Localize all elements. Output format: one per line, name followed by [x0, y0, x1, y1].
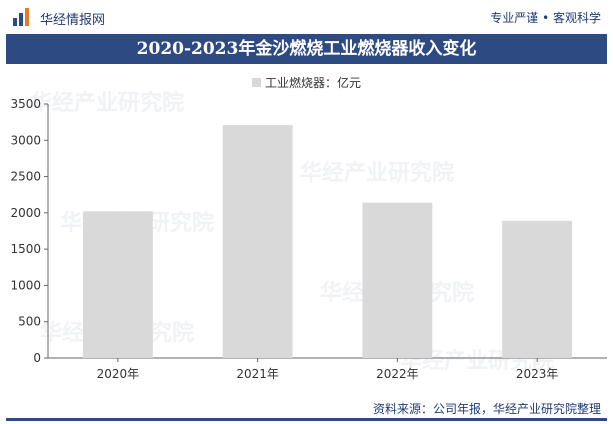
y-tick-label: 1500 — [10, 242, 41, 256]
bar — [362, 202, 433, 358]
x-tick-label: 2023年 — [516, 367, 559, 381]
y-tick-label: 500 — [18, 315, 41, 329]
y-tick-label: 1000 — [10, 278, 41, 292]
brand-logo-icon — [13, 8, 29, 26]
bar — [222, 125, 293, 358]
y-tick-label: 2000 — [10, 206, 41, 220]
watermark-text: 华经产业研究院 — [30, 90, 184, 116]
top-bar: 华经情报网 专业严谨 • 客观科学 — [0, 0, 613, 34]
y-tick-label: 2500 — [10, 170, 41, 184]
y-tick-label: 0 — [33, 351, 41, 365]
x-tick-label: 2022年 — [376, 367, 419, 381]
y-tick-label: 3500 — [10, 97, 41, 111]
bottom-divider — [6, 418, 607, 421]
bar — [82, 211, 153, 358]
x-tick-label: 2021年 — [236, 367, 279, 381]
legend-label: 工业燃烧器：亿元 — [264, 76, 361, 90]
brand-slogan: 专业严谨 • 客观科学 — [490, 11, 601, 25]
y-tick-label: 3000 — [10, 133, 41, 147]
brand-name: 华经情报网 — [40, 13, 106, 28]
legend-swatch — [251, 78, 261, 87]
chart-legend: 工业燃烧器：亿元 — [0, 74, 613, 91]
x-tick-label: 2020年 — [97, 367, 140, 381]
chart-title: 2020-2023年金沙燃烧工业燃烧器收入变化 — [6, 34, 607, 64]
source-note: 资料来源：公司年报，华经产业研究院整理 — [372, 402, 601, 416]
watermark-text: 华经产业研究院 — [300, 160, 454, 186]
bar — [502, 220, 573, 358]
